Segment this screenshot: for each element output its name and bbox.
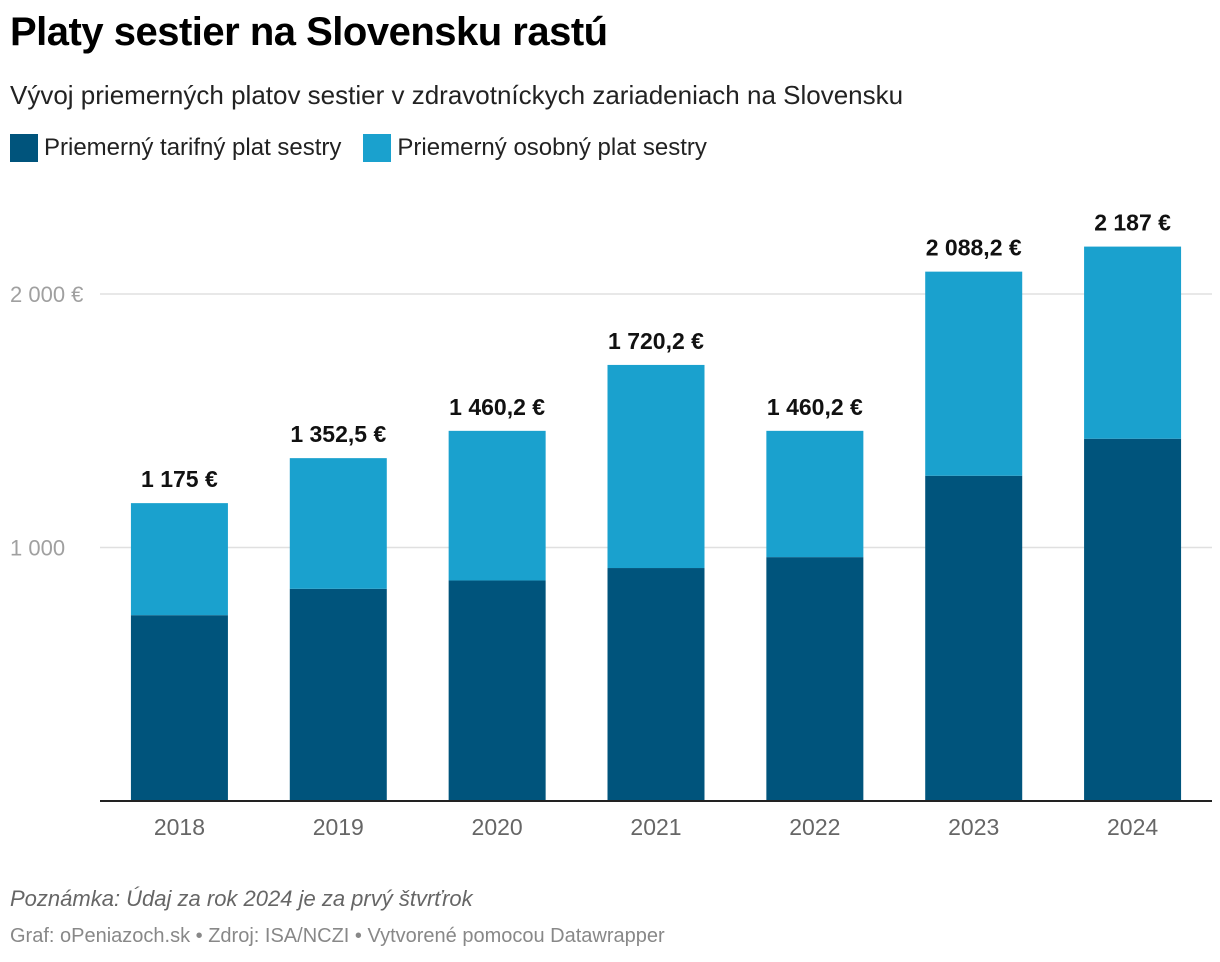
x-tick-label: 2022 — [789, 814, 840, 840]
bar-segment-osobny — [925, 271, 1023, 476]
bar-total-label: 1 720,2 € — [608, 328, 704, 354]
stacked-bar-chart: 1 000 2 000 € 1 175 € 2018 1 352,5 € 2019 1 46… — [10, 210, 1212, 840]
bar-segment-tarifny — [766, 557, 864, 801]
chart-subtitle: Vývoj priemerných platov sestier v zdrav… — [10, 80, 904, 110]
bar-segment-osobny — [448, 430, 546, 581]
bar-segment-osobny — [607, 364, 705, 569]
bar-total-label: 2 088,2 € — [926, 235, 1022, 261]
legend-swatch-osobny — [363, 134, 392, 162]
legend: Priemerný tarifný plat sestry Priemerný … — [10, 134, 729, 162]
footer-graf: Graf: oPeniazoch.sk — [10, 925, 191, 947]
footer-source: Zdroj: ISA/NCZI — [208, 925, 350, 947]
bar-segment-osobny — [289, 458, 387, 589]
chart-note: Poznámka: Údaj za rok 2024 je za prvý št… — [10, 886, 473, 911]
x-tick-label: 2018 — [154, 814, 205, 840]
bar-total-label: 1 460,2 € — [767, 394, 863, 420]
bar-total-label: 1 175 € — [141, 466, 218, 492]
bar-segment-tarifny — [289, 588, 387, 801]
y-tick-label: 2 000 € — [10, 282, 83, 307]
bar-segment-tarifny — [1084, 438, 1182, 801]
bar-total-label: 1 352,5 € — [290, 421, 386, 447]
bar-total-label: 2 187 € — [1094, 210, 1171, 236]
bar-segment-tarifny — [925, 475, 1023, 801]
legend-swatch-tarifny — [10, 134, 38, 162]
footer-separator: • — [349, 925, 368, 947]
x-tick-label: 2020 — [472, 814, 523, 840]
legend-label-osobny: Priemerný osobný plat sestry — [397, 134, 707, 161]
legend-item-tarifny: Priemerný tarifný plat sestry — [10, 134, 341, 162]
bar-segment-osobny — [130, 503, 228, 616]
bar-segment-tarifny — [130, 615, 228, 801]
x-tick-label: 2023 — [948, 814, 999, 840]
bar-segment-tarifny — [607, 568, 705, 801]
footer-made-with: Vytvorené pomocou Datawrapper — [367, 925, 665, 947]
chart-title: Platy sestier na Slovensku rastú — [10, 10, 608, 54]
x-tick-label: 2021 — [630, 814, 681, 840]
chart-footer: Graf: oPeniazoch.sk • Zdroj: ISA/NCZI • … — [10, 925, 665, 948]
bar-total-label: 1 460,2 € — [449, 394, 545, 420]
bar-segment-tarifny — [448, 580, 546, 801]
footer-separator: • — [190, 925, 209, 947]
bar-segment-osobny — [1084, 246, 1182, 439]
legend-item-osobny: Priemerný osobný plat sestry — [363, 134, 707, 162]
legend-label-tarifny: Priemerný tarifný plat sestry — [44, 134, 342, 161]
x-tick-label: 2019 — [313, 814, 364, 840]
bar-segment-osobny — [766, 430, 864, 558]
x-tick-label: 2024 — [1107, 814, 1158, 840]
y-tick-label: 1 000 — [10, 536, 65, 561]
